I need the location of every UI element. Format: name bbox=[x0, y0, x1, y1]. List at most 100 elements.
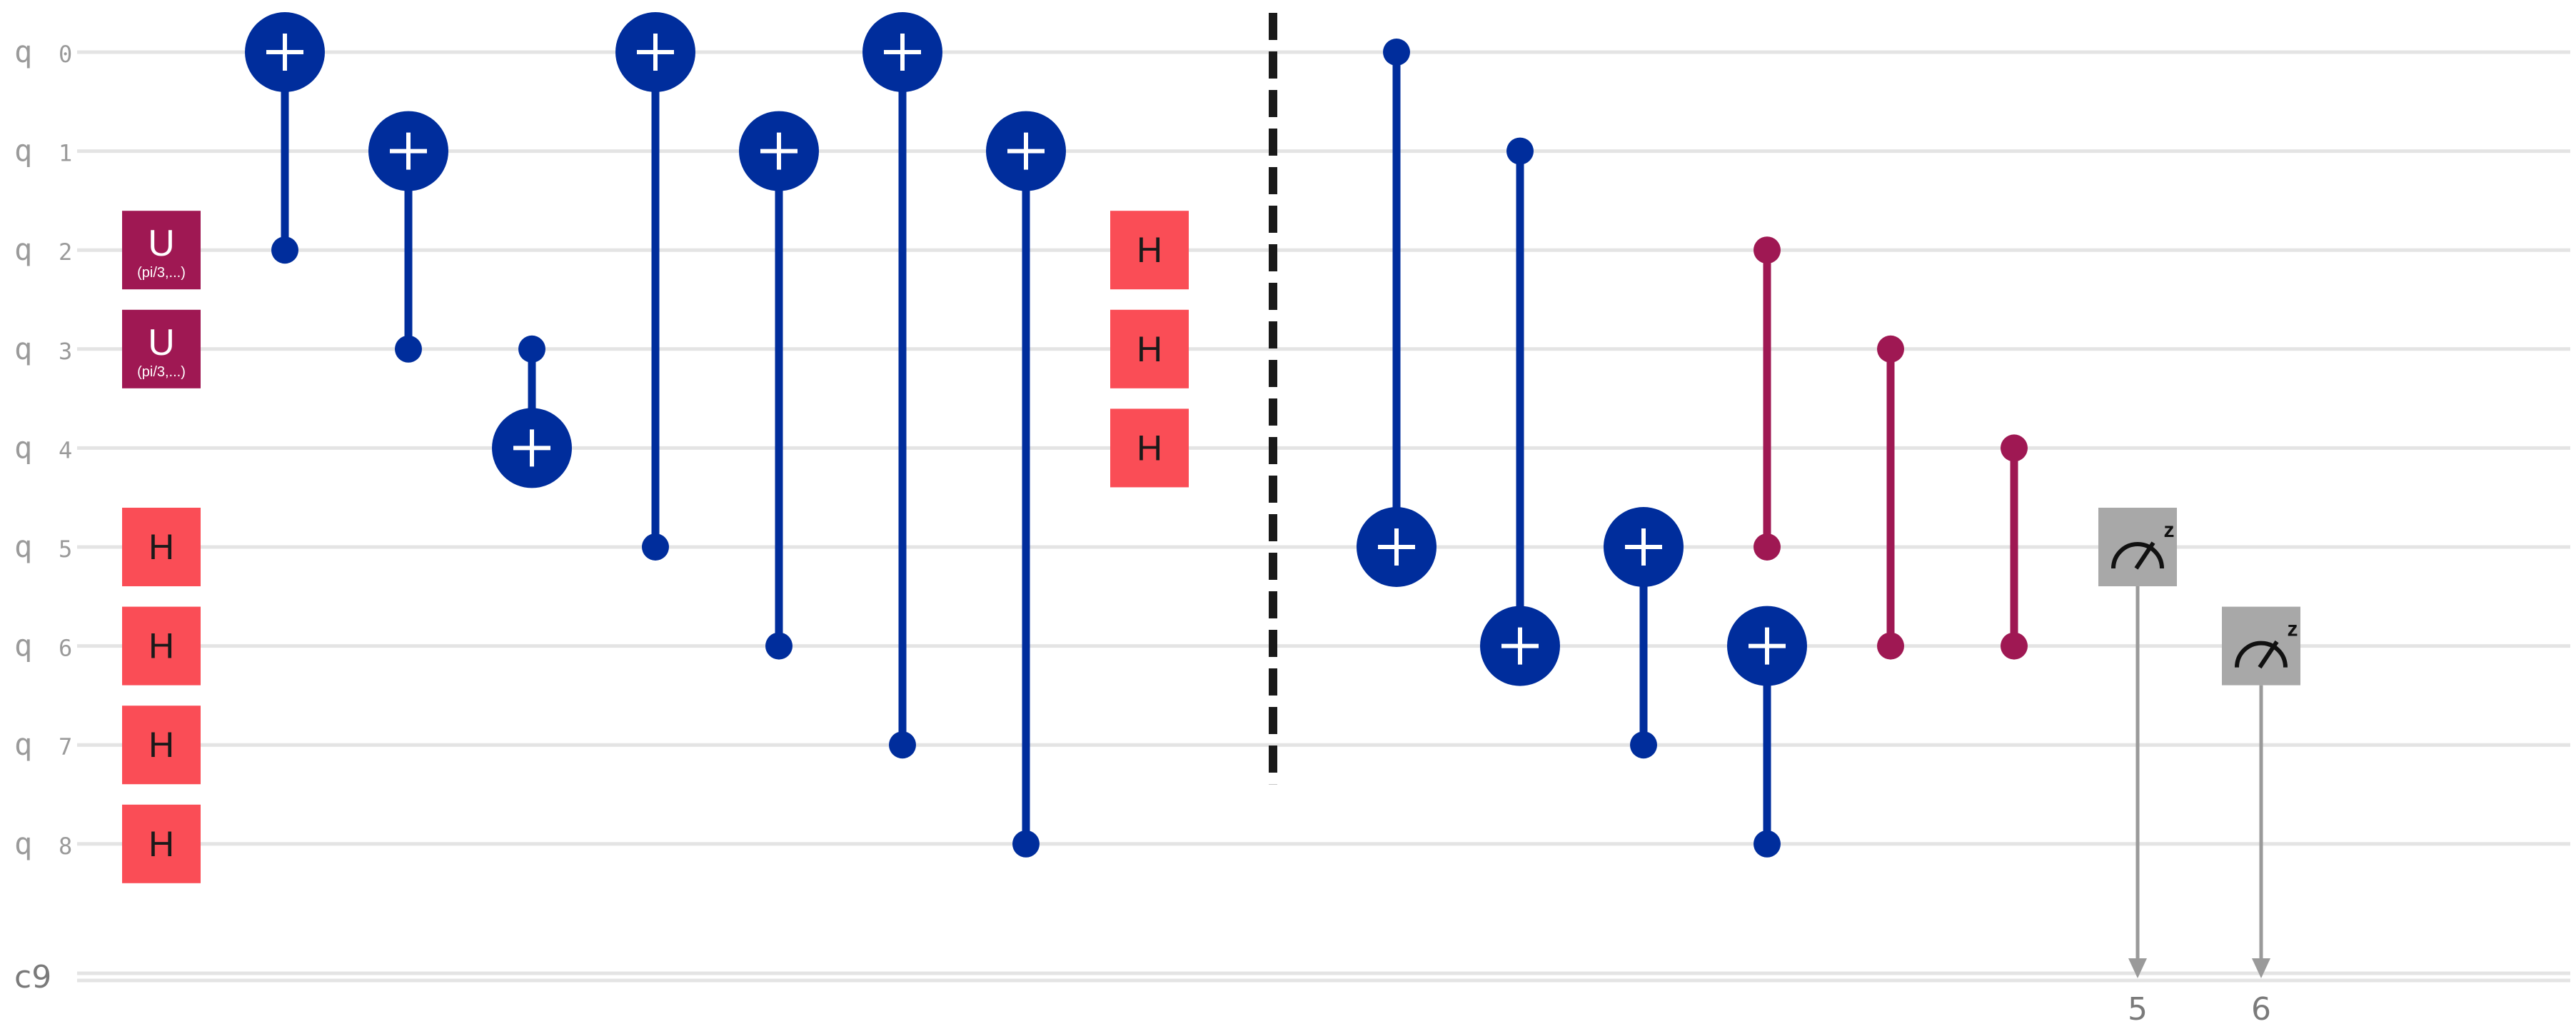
hadamard-gate-label: H bbox=[149, 626, 174, 666]
hadamard-gate: H bbox=[1110, 211, 1189, 290]
unitary-gate-box bbox=[122, 309, 201, 388]
plus-icon bbox=[390, 132, 427, 170]
plus-icon bbox=[1749, 627, 1786, 665]
cz-dot bbox=[2001, 434, 2028, 462]
plus-icon bbox=[1378, 528, 1415, 566]
cnot-control-dot bbox=[1506, 137, 1534, 165]
unitary-gate-label: U bbox=[148, 322, 175, 363]
plus-icon bbox=[266, 34, 303, 71]
cnot-gate bbox=[862, 12, 942, 759]
plus-icon bbox=[884, 34, 921, 71]
qubit-wire-index: 7 bbox=[59, 733, 72, 761]
hadamard-gate: H bbox=[122, 804, 201, 883]
hadamard-gate-box bbox=[1110, 309, 1189, 388]
meter-arc bbox=[2111, 542, 2164, 569]
measure-gate: z5 bbox=[2098, 508, 2177, 1028]
cnot-control-dot bbox=[271, 236, 298, 264]
plus-icon bbox=[637, 34, 674, 71]
cnot-gate bbox=[986, 111, 1066, 858]
measure-basis-label: z bbox=[2288, 618, 2298, 641]
classical-wire-label: c9 bbox=[14, 959, 51, 995]
qubit-wire-label: q bbox=[14, 628, 32, 663]
qubit-wire-index: 8 bbox=[59, 833, 72, 860]
hadamard-gate-label: H bbox=[1137, 329, 1162, 369]
cnot-gate bbox=[739, 111, 819, 660]
hadamard-gate: H bbox=[122, 706, 201, 785]
hadamard-gate-box bbox=[122, 706, 201, 785]
cnot-gate bbox=[492, 335, 572, 488]
qubit-wire-index: 5 bbox=[59, 536, 72, 563]
plus-icon bbox=[1625, 528, 1662, 566]
meter-icon bbox=[2235, 640, 2288, 669]
cnot-gate bbox=[1357, 39, 1437, 587]
unitary-gate-label: U bbox=[148, 223, 175, 264]
cnot-control-dot bbox=[765, 632, 793, 660]
hadamard-gate: H bbox=[122, 606, 201, 686]
meter-arc bbox=[2235, 641, 2288, 668]
cz-dot bbox=[2001, 632, 2028, 660]
unitary-gate-box bbox=[122, 211, 201, 290]
cnot-control-dot bbox=[1754, 830, 1781, 858]
measure-gate-box bbox=[2098, 508, 2177, 586]
measure-arrow-icon bbox=[2128, 958, 2147, 978]
cnot-control-dot bbox=[518, 335, 545, 363]
qubit-wire-index: 4 bbox=[59, 436, 72, 463]
unitary-gate: U(pi/3,...) bbox=[122, 211, 201, 290]
cz-dot bbox=[1877, 335, 1904, 363]
qubit-wire-label: q bbox=[14, 134, 32, 169]
hadamard-gate-label: H bbox=[1137, 230, 1162, 270]
cnot-control-dot bbox=[1630, 731, 1657, 759]
qubit-wire-label: q bbox=[14, 232, 32, 267]
measure-arrow-icon bbox=[2252, 958, 2270, 978]
cnot-gate bbox=[245, 12, 325, 264]
qubit-wire-index: 3 bbox=[59, 338, 72, 365]
hadamard-gate-label: H bbox=[149, 725, 174, 765]
cnot-control-dot bbox=[395, 335, 422, 363]
qubit-wire-label: q bbox=[14, 826, 32, 861]
cz-gate bbox=[1877, 335, 1904, 660]
unitary-gate-params: (pi/3,...) bbox=[137, 265, 186, 281]
meter-needle bbox=[2258, 640, 2279, 669]
cz-dot bbox=[1754, 533, 1781, 561]
qubit-wire-label: q bbox=[14, 34, 32, 69]
cnot-control-dot bbox=[889, 731, 916, 759]
hadamard-gate: H bbox=[122, 508, 201, 586]
cnot-gate bbox=[615, 12, 695, 561]
cnot-gate bbox=[1480, 137, 1560, 686]
qubit-wire-label: q bbox=[14, 529, 32, 564]
qubit-wire-label: q bbox=[14, 727, 32, 762]
cz-gate bbox=[2001, 434, 2028, 660]
qubit-wire-label: q bbox=[14, 430, 32, 465]
cnot-control-dot bbox=[642, 533, 669, 561]
cnot-gate bbox=[1727, 606, 1807, 858]
plus-icon bbox=[513, 429, 550, 467]
hadamard-gate-box bbox=[1110, 211, 1189, 290]
hadamard-gate: H bbox=[1110, 408, 1189, 488]
hadamard-gate-label: H bbox=[1137, 428, 1162, 468]
qubit-wire-index: 2 bbox=[59, 239, 72, 266]
cz-dot bbox=[1877, 632, 1904, 660]
measure-basis-label: z bbox=[2164, 518, 2175, 542]
cz-dot bbox=[1754, 236, 1781, 264]
hadamard-gate-label: H bbox=[149, 824, 174, 864]
cnot-gate bbox=[1604, 507, 1684, 759]
plus-icon bbox=[1501, 627, 1539, 665]
qubit-wire-label: q bbox=[14, 331, 32, 366]
measure-cbit-label: 5 bbox=[2128, 991, 2148, 1028]
hadamard-gate-box bbox=[122, 804, 201, 883]
meter-icon bbox=[2111, 541, 2164, 570]
unitary-gate: U(pi/3,...) bbox=[122, 309, 201, 388]
hadamard-gate-box bbox=[122, 508, 201, 586]
meter-needle bbox=[2134, 541, 2155, 570]
measure-cbit-label: 6 bbox=[2251, 991, 2271, 1028]
measure-gate: z6 bbox=[2222, 606, 2300, 1028]
qubit-wire-index: 6 bbox=[59, 635, 72, 662]
cnot-control-dot bbox=[1383, 39, 1410, 66]
unitary-gate-params: (pi/3,...) bbox=[137, 364, 186, 380]
qubit-wire-index: 1 bbox=[59, 140, 72, 167]
plus-icon bbox=[1007, 132, 1045, 170]
plus-icon bbox=[760, 132, 798, 170]
qubit-wire-index: 0 bbox=[59, 41, 72, 68]
